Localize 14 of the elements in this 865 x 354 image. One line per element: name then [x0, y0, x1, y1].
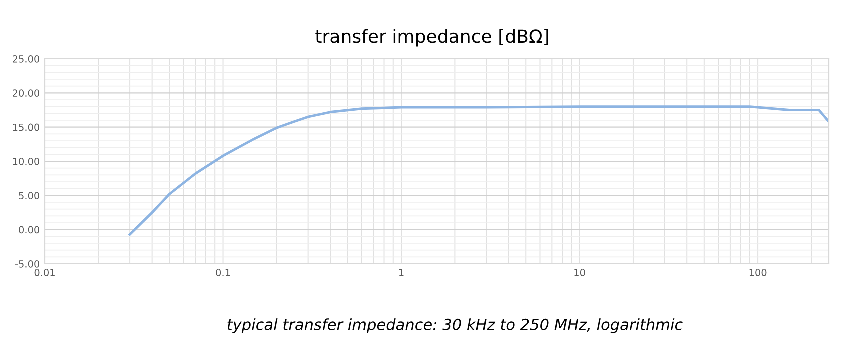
y-tick-label: 0.00 [19, 226, 40, 234]
y-tick-label: 20.00 [13, 90, 40, 97]
y-tick-label: 5.00 [19, 192, 40, 200]
y-tick-label: 10.00 [13, 158, 40, 166]
x-tick-label: 1 [400, 269, 404, 276]
y-tick-label: 25.00 [13, 55, 40, 63]
x-tick-label: 0.01 [34, 269, 55, 276]
x-tick-label: 10 [574, 269, 586, 276]
y-tick-label: 15.00 [13, 124, 40, 132]
text: typical transfer impedance: 30 kHz to 250 MHz, logarithmic [228, 318, 683, 334]
chart-title: transfer impedance [dBΩ] [316, 29, 548, 47]
x-tick-label: 100 [750, 269, 767, 276]
x-tick-label: 0.1 [216, 269, 230, 276]
y-tick-label: -5.00 [15, 260, 40, 268]
